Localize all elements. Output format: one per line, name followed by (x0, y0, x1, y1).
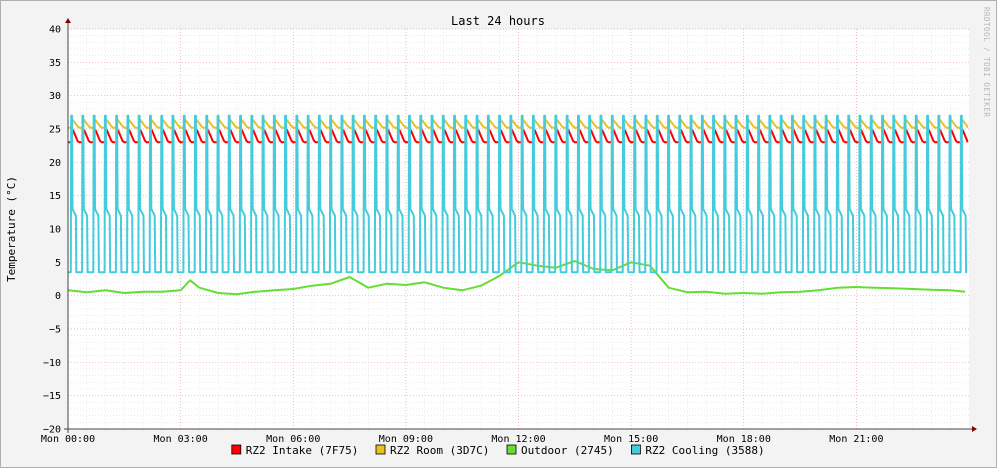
series-line-3 (68, 114, 968, 274)
series-line-2 (67, 260, 966, 296)
y-tick-label: −5 (49, 325, 61, 336)
legend-swatch-3 (631, 444, 641, 455)
grid (67, 28, 969, 430)
legend-label-3: RZ2 Cooling (3588) (645, 444, 764, 457)
y-axis-label: Temperature (°C) (5, 176, 18, 282)
y-tick-label: 10 (49, 225, 61, 236)
legend-swatch-2 (506, 444, 517, 455)
y-tick-label: −15 (43, 391, 61, 402)
legend-label-0: RZ2 Intake (7F75) (246, 444, 359, 457)
x-tick-label: Mon 15:00 (604, 434, 658, 445)
x-tick-label: Mon 18:00 (717, 434, 771, 445)
legend-label-2: Outdoor (2745) (521, 444, 614, 457)
x-tick-label: Mon 09:00 (379, 434, 433, 445)
legend-swatch-1 (375, 444, 386, 455)
legend-label-1: RZ2 Room (3D7C) (390, 444, 489, 457)
y-tick-label: 20 (49, 158, 61, 169)
legend-swatch-0 (231, 444, 242, 455)
y-tick-label: 40 (49, 25, 61, 36)
legend: RZ2 Intake (7F75) RZ2 Room (3D7C) Outdoor … (231, 444, 765, 457)
x-tick-label: Mon 12:00 (491, 434, 545, 445)
x-tick-label: Mon 00:00 (41, 434, 95, 445)
x-tick-label: Mon 21:00 (829, 434, 883, 445)
x-axis-arrow (972, 426, 977, 432)
y-axis-arrow (65, 18, 71, 23)
axes (64, 18, 977, 433)
y-tick-label: 35 (49, 58, 61, 69)
y-tick-label: 0 (55, 291, 61, 302)
y-tick-label: 5 (55, 258, 61, 269)
x-tick-label: Mon 03:00 (154, 434, 208, 445)
rrdtool-watermark: RRDTOOL / TOBI OETIKER (982, 7, 991, 117)
y-tick-label: 30 (49, 91, 61, 102)
series-layer (67, 114, 969, 296)
y-tick-label: 15 (49, 191, 61, 202)
y-tick-label: −10 (43, 358, 61, 369)
y-tick-label: 25 (49, 125, 61, 136)
y-tick-label: −20 (43, 425, 61, 436)
x-tick-label: Mon 06:00 (266, 434, 320, 445)
chart-title: Last 24 hours (451, 14, 545, 28)
